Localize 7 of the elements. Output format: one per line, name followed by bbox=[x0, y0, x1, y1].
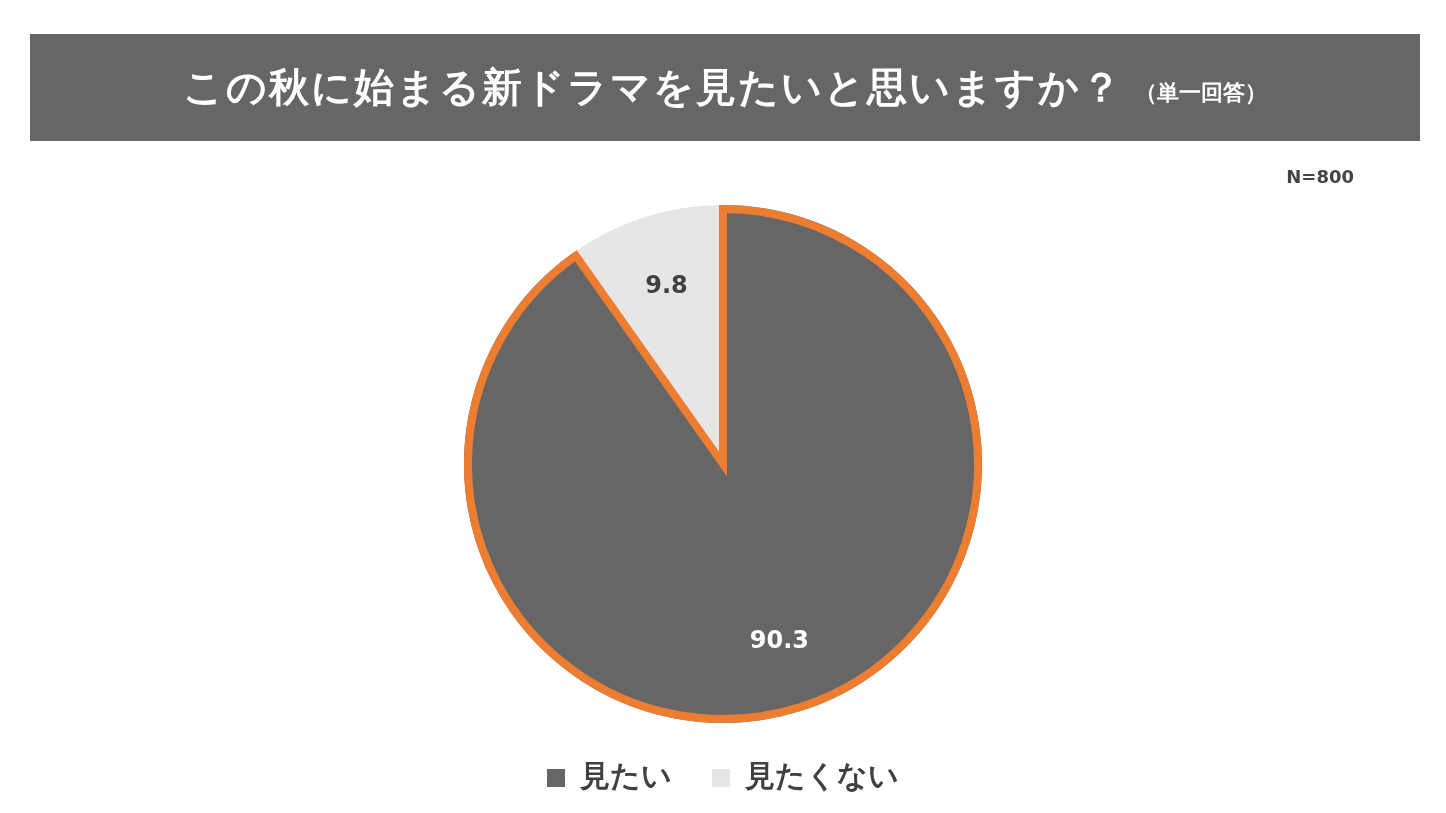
chart-title: この秋に始まる新ドラマを見たいと思いますか？ bbox=[183, 63, 1123, 112]
legend-label: 見たくない bbox=[744, 757, 899, 793]
data-label: 9.8 bbox=[645, 270, 688, 299]
data-label: 90.3 bbox=[749, 625, 810, 654]
text: （単一回答） bbox=[1135, 78, 1267, 107]
legend-label: 見たい bbox=[579, 757, 672, 793]
text: N=800 bbox=[1286, 166, 1354, 187]
